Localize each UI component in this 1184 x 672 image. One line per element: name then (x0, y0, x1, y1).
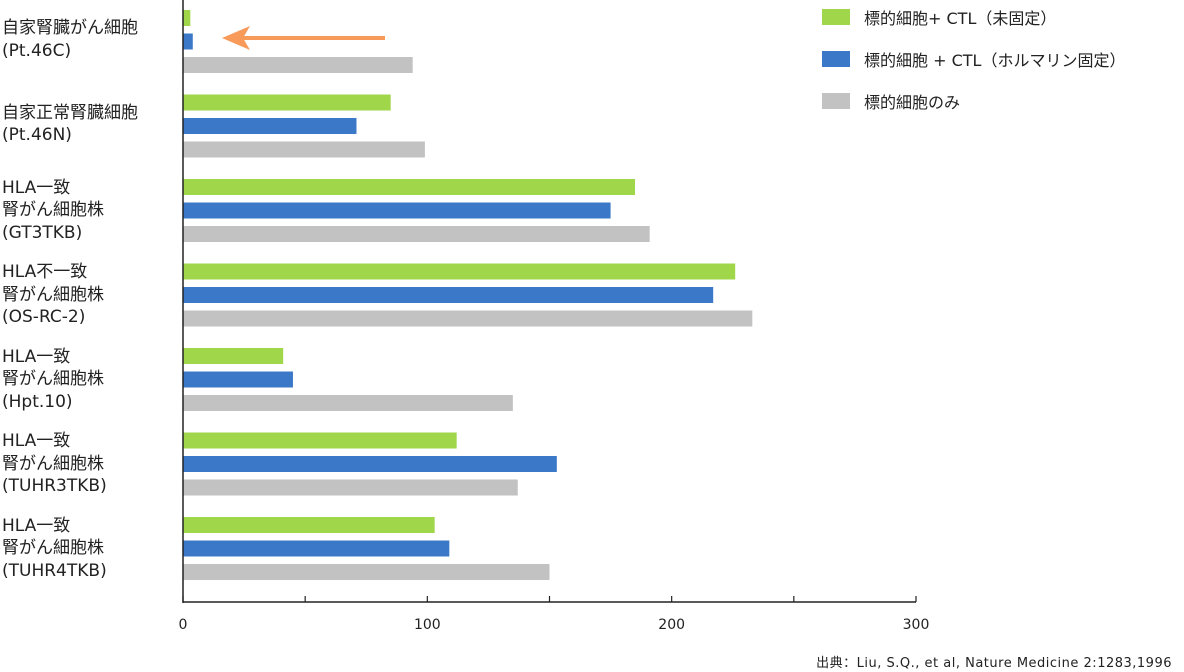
legend-item: 標的細胞+ CTL（未固定） (822, 6, 1125, 28)
category-label-line: (Hpt.10) (2, 391, 73, 412)
bar-2-2 (183, 118, 357, 134)
bar-1-2 (183, 94, 391, 111)
arrow-head (222, 26, 250, 50)
category-label-7: HLA一致 腎がん細胞株 (TUHR4TKB) (2, 515, 107, 583)
x-tick-label-200: 200 (658, 617, 685, 633)
axes-group: 0 100 200 300 (179, 0, 930, 633)
category-label-line: 腎がん細胞株 (2, 200, 104, 221)
category-label-3: HLA一致 腎がん細胞株 (GT3TKB) (2, 177, 104, 245)
bar-1-1 (183, 10, 191, 26)
bar-1-4 (183, 263, 736, 280)
category-label-line: HLA一致 (2, 515, 71, 536)
legend-label: 標的細胞のみ (864, 93, 961, 112)
category-label-line: 腎がん細胞株 (2, 284, 104, 305)
legend-swatch (822, 9, 850, 25)
category-label-line: HLA一致 (2, 431, 71, 452)
bar-2-6 (183, 456, 557, 472)
bar-1-3 (183, 179, 636, 195)
bar-2-4 (183, 287, 714, 303)
category-label-line: 腎がん細胞株 (2, 453, 104, 474)
category-label-6: HLA一致 腎がん細胞株 (TUHR3TKB) (2, 430, 107, 498)
category-label-line: HLA一致 (2, 346, 71, 367)
category-label-line: (GT3TKB) (2, 222, 83, 243)
bar-3-5 (183, 395, 513, 411)
legend-label: 標的細胞 + CTL（ホルマリン固定） (864, 51, 1126, 70)
annotation-group (222, 26, 385, 50)
bar-3-7 (183, 564, 550, 580)
category-label-1: 自家腎臓がん細胞 (Pt.46C) (2, 17, 138, 62)
x-tick-label-300: 300 (903, 617, 930, 633)
category-label-line: 腎がん細胞株 (2, 538, 104, 559)
bar-3-3 (183, 226, 650, 242)
bar-2-7 (183, 540, 450, 557)
source-citation: 出典：Liu, S.Q., et al, Nature Medicine 2:1… (816, 656, 1172, 671)
legend-swatch (822, 93, 850, 109)
category-label-line: (TUHR3TKB) (2, 476, 107, 497)
x-tick-label-0: 0 (179, 617, 188, 633)
legend-item: 標的細胞 + CTL（ホルマリン固定） (822, 48, 1125, 70)
category-label-line: 自家腎臓がん細胞 (2, 18, 138, 38)
legend-item: 標的細胞のみ (822, 90, 1125, 112)
category-label-5: HLA一致 腎がん細胞株 (Hpt.10) (2, 346, 104, 414)
category-label-4: HLA不一致 腎がん細胞株 (OS-RC-2) (2, 261, 104, 329)
bar-3-2 (183, 141, 425, 158)
bar-2-5 (183, 371, 293, 388)
category-label-line: (Pt.46N) (2, 125, 72, 145)
category-label-2: 自家正常腎臓細胞 (Pt.46N) (2, 102, 138, 147)
category-label-line: 腎がん細胞株 (2, 369, 104, 390)
bar-3-6 (183, 479, 518, 496)
category-label-line: (OS-RC-2) (2, 307, 86, 328)
category-label-line: 自家正常腎臓細胞 (2, 102, 138, 123)
bar-3-1 (183, 57, 413, 73)
bar-1-7 (183, 517, 435, 533)
legend: 標的細胞+ CTL（未固定） 標的細胞 + CTL（ホルマリン固定） 標的細胞の… (822, 6, 1125, 132)
bar-1-6 (183, 432, 457, 449)
bar-3-4 (183, 310, 753, 327)
legend-label: 標的細胞+ CTL（未固定） (864, 9, 1057, 28)
category-label-line: (Pt.46C) (2, 40, 72, 61)
bar-2-1 (183, 33, 193, 50)
category-label-line: HLA一致 (2, 177, 71, 198)
bar-1-5 (183, 348, 284, 364)
bar-2-3 (183, 202, 611, 219)
legend-swatch (822, 51, 850, 67)
category-label-line: HLA不一致 (2, 262, 88, 283)
x-tick-label-100: 100 (414, 617, 441, 633)
bars-group (183, 10, 753, 580)
category-label-line: (TUHR4TKB) (2, 560, 107, 581)
